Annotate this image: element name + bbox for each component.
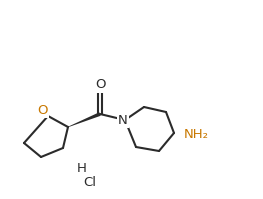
Polygon shape bbox=[68, 112, 101, 127]
Text: NH₂: NH₂ bbox=[184, 129, 209, 141]
Text: Cl: Cl bbox=[83, 176, 97, 188]
Text: H: H bbox=[77, 162, 87, 175]
Text: N: N bbox=[118, 113, 128, 127]
Text: O: O bbox=[38, 103, 48, 116]
Text: O: O bbox=[95, 78, 105, 92]
